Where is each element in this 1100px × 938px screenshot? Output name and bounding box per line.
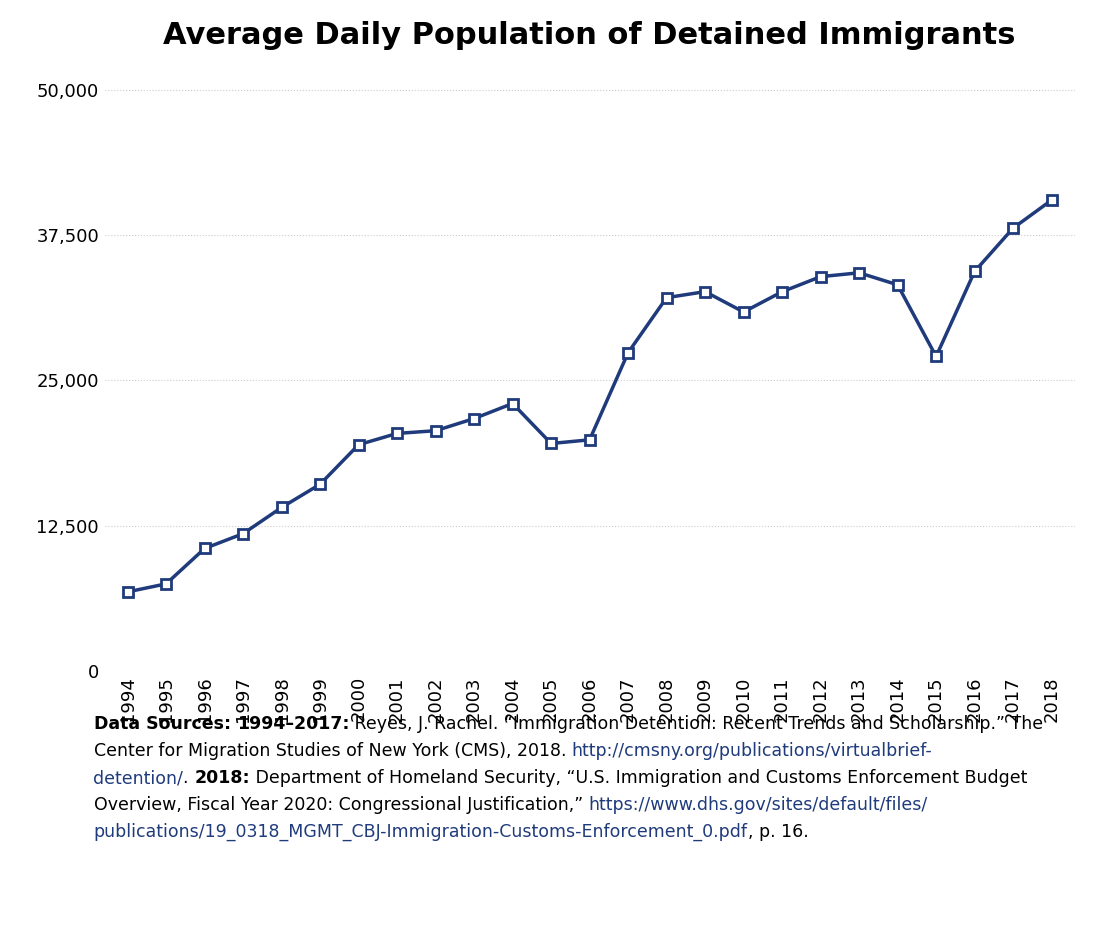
Text: , p. 16.: , p. 16.	[748, 824, 808, 841]
Title: Average Daily Population of Detained Immigrants: Average Daily Population of Detained Imm…	[164, 22, 1016, 51]
Text: 1994–2017:: 1994–2017:	[236, 716, 349, 734]
Text: 2018:: 2018:	[195, 769, 250, 787]
Text: detention/: detention/	[94, 769, 184, 787]
Text: Data Sources:: Data Sources:	[94, 716, 236, 734]
Text: .: .	[184, 769, 195, 787]
Text: Overview, Fiscal Year 2020: Congressional Justification,”: Overview, Fiscal Year 2020: Congressiona…	[94, 796, 588, 814]
Text: publications/19_0318_MGMT_CBJ-Immigration-Customs-Enforcement_0.pdf: publications/19_0318_MGMT_CBJ-Immigratio…	[94, 824, 748, 841]
Text: http://cmsny.org/publications/virtualbrief-: http://cmsny.org/publications/virtualbri…	[572, 742, 933, 761]
Text: Department of Homeland Security, “U.S. Immigration and Customs Enforcement Budge: Department of Homeland Security, “U.S. I…	[250, 769, 1027, 787]
Text: https://www.dhs.gov/sites/default/files/: https://www.dhs.gov/sites/default/files/	[588, 796, 927, 814]
Text: Center for Migration Studies of New York (CMS), 2018.: Center for Migration Studies of New York…	[94, 742, 572, 761]
Text: Reyes, J. Rachel. “Immigration Detention: Recent Trends and Scholarship.” The: Reyes, J. Rachel. “Immigration Detention…	[349, 716, 1043, 734]
